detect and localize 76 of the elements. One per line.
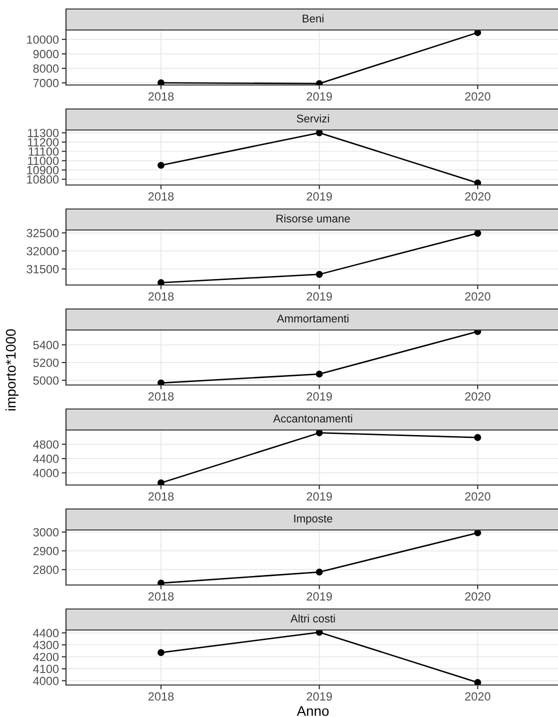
x-tick-label: 2020 — [465, 492, 490, 501]
point — [158, 279, 164, 285]
point — [316, 568, 323, 576]
point — [316, 430, 323, 436]
point — [474, 30, 482, 36]
y-tick-label: 32500 — [26, 228, 59, 238]
point — [158, 162, 164, 169]
y-tick-label: 11300 — [28, 128, 59, 138]
x-tick-label: 2018 — [148, 92, 174, 101]
point — [158, 79, 164, 85]
x-tick-label: 2018 — [148, 692, 174, 701]
chart-title: Imposte — [294, 514, 332, 525]
point — [474, 679, 482, 685]
point — [474, 530, 482, 536]
point — [316, 630, 323, 636]
y-tick-label: 4800 — [33, 440, 59, 449]
point — [474, 434, 482, 441]
x-tick-label: 2020 — [465, 92, 490, 101]
x-tick-label: 2019 — [306, 92, 332, 101]
x-tick-label: 2020 — [465, 292, 490, 301]
point — [158, 479, 164, 485]
point — [158, 649, 164, 656]
chart-title: Altri costi — [290, 614, 335, 622]
y-tick-label: 3000 — [33, 528, 59, 536]
x-tick-label: 2019 — [306, 392, 332, 401]
y-tick-label: 32000 — [26, 246, 59, 256]
y-tick-label: 10900 — [27, 166, 59, 174]
x-tick-label: 2018 — [148, 592, 174, 601]
x-tick-label: 2019 — [306, 592, 332, 601]
y-tick-label: 4100 — [33, 664, 59, 674]
x-tick-label: 2020 — [465, 692, 490, 701]
y-tick-label: 10800 — [27, 175, 59, 184]
y-tick-label: 31500 — [26, 264, 59, 274]
y-tick-label: 5000 — [33, 376, 59, 385]
x-tick-label: 2018 — [148, 392, 174, 401]
x-tick-label: 2020 — [465, 192, 490, 201]
y-tick-label: 4200 — [33, 652, 59, 662]
y-axis-title: importo*1000 — [6, 329, 18, 410]
y-tick-label: 2800 — [33, 566, 59, 574]
x-tick-label: 2020 — [465, 592, 490, 601]
point — [158, 379, 164, 385]
y-tick-label: 4000 — [33, 468, 59, 478]
y-tick-label: 4000 — [33, 676, 59, 686]
y-tick-label: 11000 — [28, 156, 59, 166]
chart-title: Risorse umane — [276, 214, 350, 222]
y-tick-label: 11100 — [28, 147, 59, 156]
chart-title: Servizi — [296, 114, 329, 122]
chart-title: Accantonamenti — [273, 414, 352, 422]
x-tick-label: 2019 — [306, 292, 332, 301]
x-tick-label: 2019 — [306, 192, 332, 201]
x-tick-label: 2020 — [465, 392, 490, 401]
point — [158, 580, 164, 585]
x-tick-label: 2019 — [306, 492, 332, 501]
x-axis-title: Anno — [296, 706, 329, 716]
x-tick-label: 2018 — [148, 192, 174, 201]
y-tick-label: 4400 — [33, 454, 59, 463]
y-tick-label: 8000 — [33, 64, 59, 73]
x-tick-label: 2018 — [148, 292, 174, 301]
y-tick-label: 5400 — [33, 340, 59, 350]
y-tick-label: 10000 — [27, 35, 59, 44]
x-tick-label: 2018 — [148, 492, 174, 501]
chart-title: Beni — [302, 14, 324, 22]
y-tick-label: 9000 — [33, 50, 59, 58]
y-tick-label: 11200 — [28, 138, 59, 146]
point — [474, 179, 482, 185]
chart-title: Ammortamenti — [276, 314, 348, 322]
y-tick-label: 5200 — [33, 358, 59, 367]
y-tick-label: 4400 — [33, 628, 59, 638]
y-tick-label: 4300 — [33, 640, 59, 650]
point — [474, 230, 482, 237]
y-tick-label: 7000 — [33, 78, 59, 88]
y-tick-label: 2900 — [33, 546, 59, 556]
point — [316, 130, 323, 136]
x-tick-label: 2019 — [306, 692, 332, 701]
point — [316, 270, 323, 278]
point — [316, 370, 323, 378]
